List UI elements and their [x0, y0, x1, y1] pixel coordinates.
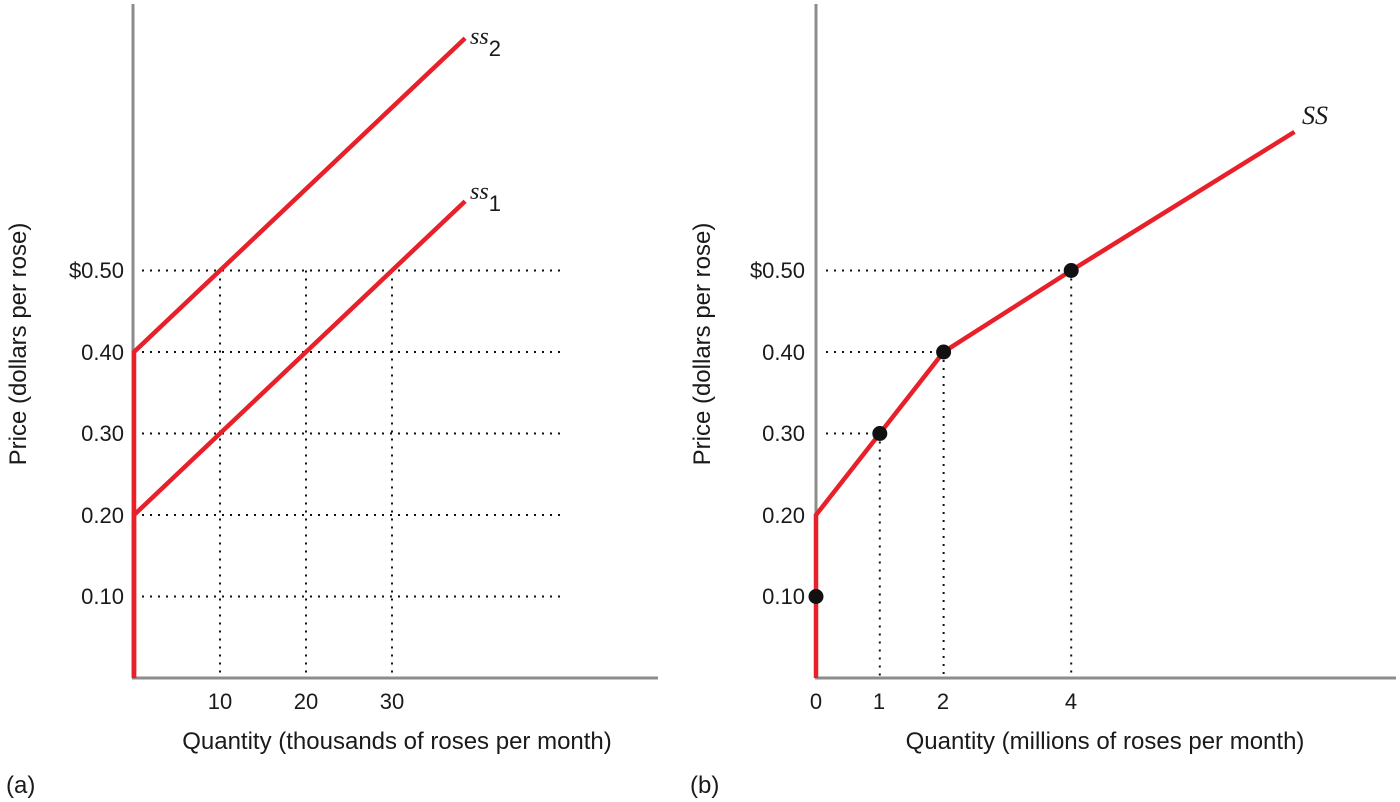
panel-a-y-tick-4: $0.50 — [69, 258, 124, 283]
panel-a-y-tick-2: 0.30 — [81, 421, 124, 446]
panel-a-guide-lines — [142, 269, 566, 676]
panel-a-y-tick-3: 0.40 — [81, 340, 124, 365]
panel-a-label: (a) — [6, 772, 35, 799]
panel-b: 0.10 0.20 0.30 0.40 $0.50 0 1 2 4 Quanti… — [689, 4, 1396, 799]
panel-b-ss-label: SS — [1302, 101, 1328, 130]
panel-a-y-tick-1: 0.20 — [81, 503, 124, 528]
panel-b-y-tick-4: $0.50 — [750, 258, 805, 283]
panel-b-y-tick-2: 0.30 — [762, 421, 805, 446]
panel-b-x-axis-label: Quantity (millions of roses per month) — [906, 728, 1305, 755]
panel-b-point-0 — [808, 589, 824, 604]
panel-b-point-3 — [1063, 263, 1079, 278]
panel-a-x-axis-label: Quantity (thousands of roses per month) — [182, 728, 612, 755]
panel-b-x-tick-3: 4 — [1065, 689, 1077, 714]
panel-a-ss1-line — [131, 199, 467, 678]
panel-a-supply-curves — [131, 36, 467, 678]
panel-b-x-tick-2: 2 — [937, 689, 949, 714]
panel-b-x-tick-1: 1 — [873, 689, 885, 714]
panel-b-SS-line — [813, 129, 1296, 678]
panel-a: 0.10 0.20 0.30 0.40 $0.50 10 20 30 Quant… — [5, 4, 658, 799]
panel-b-y-tick-3: 0.40 — [762, 340, 805, 365]
panel-a-x-tick-0: 10 — [208, 689, 232, 714]
panel-b-x-tick-0: 0 — [810, 689, 822, 714]
panel-b-label: (b) — [690, 772, 719, 799]
panel-a-x-tick-1: 20 — [294, 689, 318, 714]
panel-b-y-tick-0: 0.10 — [762, 584, 805, 609]
panel-b-y-tick-1: 0.20 — [762, 503, 805, 528]
panel-a-x-tick-2: 30 — [380, 689, 404, 714]
panel-a-y-tick-0: 0.10 — [81, 584, 124, 609]
panel-b-point-2 — [936, 344, 952, 360]
panel-a-ss2-label: ss2 — [470, 24, 501, 61]
panel-a-y-axis-label: Price (dollars per rose) — [5, 223, 32, 466]
panel-a-ss2-line — [131, 36, 467, 678]
panel-b-point-1 — [872, 426, 888, 441]
panel-b-markers — [808, 263, 1079, 604]
panel-b-guide-lines — [826, 269, 1073, 676]
panel-b-supply-curve — [813, 129, 1296, 678]
panel-a-ss1-label: ss1 — [470, 179, 501, 216]
panel-b-y-axis-label: Price (dollars per rose) — [689, 223, 716, 466]
